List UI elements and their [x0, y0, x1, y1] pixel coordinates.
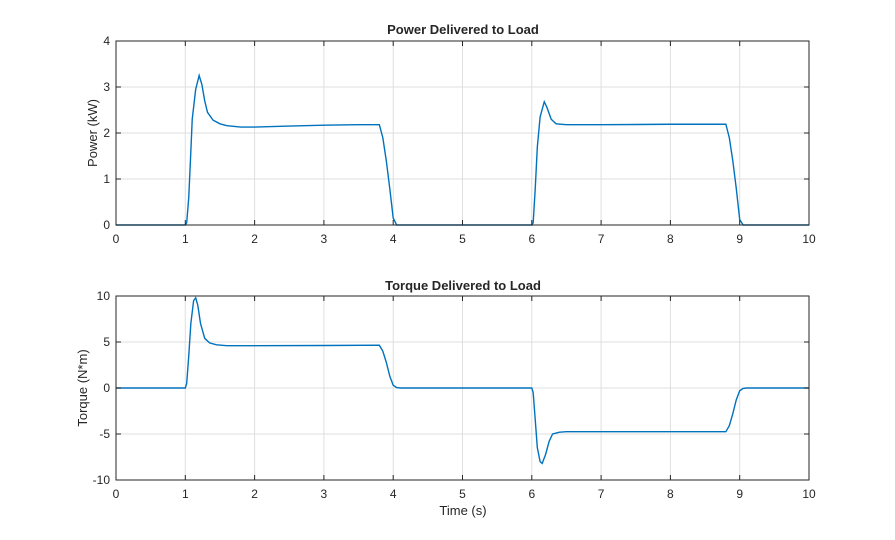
power-chart-title: Power Delivered to Load	[387, 22, 539, 37]
torque-series-line	[116, 296, 809, 465]
torque-x-tick-label: 2	[251, 487, 258, 501]
power-x-tick-label: 10	[802, 232, 816, 246]
torque-chart-title: Torque Delivered to Load	[385, 278, 541, 293]
torque-x-tick-label: 0	[113, 487, 120, 501]
power-series-line	[116, 72, 809, 226]
power-x-tick-label: 5	[459, 232, 466, 246]
power-x-tick-label: 4	[390, 232, 397, 246]
torque-x-tick-label: 4	[390, 487, 397, 501]
power-x-tick-label: 9	[736, 232, 743, 246]
torque-y-tick-label: -5	[99, 427, 110, 441]
torque-y-tick-label: 5	[103, 335, 110, 349]
torque-x-tick-label: 9	[736, 487, 743, 501]
power-x-tick-label: 7	[598, 232, 605, 246]
power-x-tick-label: 3	[321, 232, 328, 246]
power-y-tick-label: 0	[103, 218, 110, 232]
power-x-tick-label: 2	[251, 232, 258, 246]
torque-x-tick-label: 1	[182, 487, 189, 501]
power-subplot: Power Delivered to Load Power (kW) 0 1 2 3 4…	[85, 22, 816, 246]
power-x-tick-label: 8	[667, 232, 674, 246]
torque-subplot: Torque Delivered to Load Torque (N*m) Ti…	[75, 278, 816, 518]
power-x-tick-label: 0	[113, 232, 120, 246]
torque-x-tick-label: 3	[321, 487, 328, 501]
torque-y-tick-label: 10	[97, 289, 111, 303]
power-y-tick-label: 3	[103, 80, 110, 94]
torque-x-axis-label: Time (s)	[439, 503, 486, 518]
power-y-tick-label: 1	[103, 172, 110, 186]
torque-y-tick-label: 0	[103, 381, 110, 395]
torque-x-tick-label: 7	[598, 487, 605, 501]
torque-x-tick-label: 10	[802, 487, 816, 501]
power-x-tick-label: 6	[528, 232, 535, 246]
power-y-tick-label: 2	[103, 126, 110, 140]
power-y-axis-label: Power (kW)	[85, 99, 100, 167]
power-x-tick-label: 1	[182, 232, 189, 246]
power-y-tick-label: 4	[103, 34, 110, 48]
torque-x-tick-label: 8	[667, 487, 674, 501]
torque-x-tick-label: 5	[459, 487, 466, 501]
torque-y-axis-label: Torque (N*m)	[75, 349, 90, 426]
torque-y-tick-label: -10	[93, 473, 111, 487]
torque-x-tick-label: 6	[528, 487, 535, 501]
